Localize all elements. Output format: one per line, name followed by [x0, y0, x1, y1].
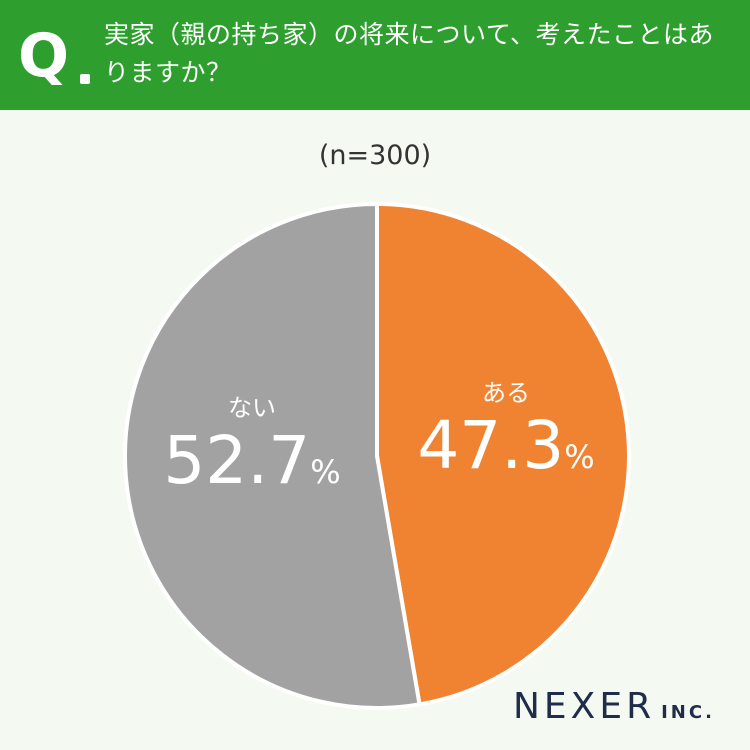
label-nai: ない 52.7% — [152, 393, 352, 510]
label-aru-value-line: 47.3% — [406, 408, 606, 495]
question-text: 実家（親の持ち家）の将来について、考えたことはありますか？ — [104, 20, 715, 87]
label-aru: ある 47.3% — [406, 378, 606, 495]
header-bar: Q 実家（親の持ち家）の将来について、考えたことはありますか？ — [0, 0, 750, 110]
nexer-logo: NEXER INC. — [513, 686, 715, 727]
q-letter: Q — [18, 21, 70, 91]
label-aru-category: ある — [482, 379, 530, 407]
logo-sub: INC. — [661, 702, 715, 723]
q-dot — [80, 74, 90, 84]
label-nai-value-line: 52.7% — [152, 423, 352, 510]
sample-size: (n=300) — [318, 140, 432, 171]
slice-aru — [375, 202, 631, 707]
label-nai-category: ない — [228, 394, 276, 422]
slice-nai — [123, 202, 422, 710]
label-aru-unit: % — [564, 438, 595, 476]
logo-main: NEXER — [513, 686, 656, 727]
q-icon: Q — [18, 16, 98, 96]
label-nai-unit: % — [310, 453, 341, 491]
label-nai-value: 52.7 — [163, 422, 311, 499]
label-aru-value: 47.3 — [417, 407, 565, 484]
